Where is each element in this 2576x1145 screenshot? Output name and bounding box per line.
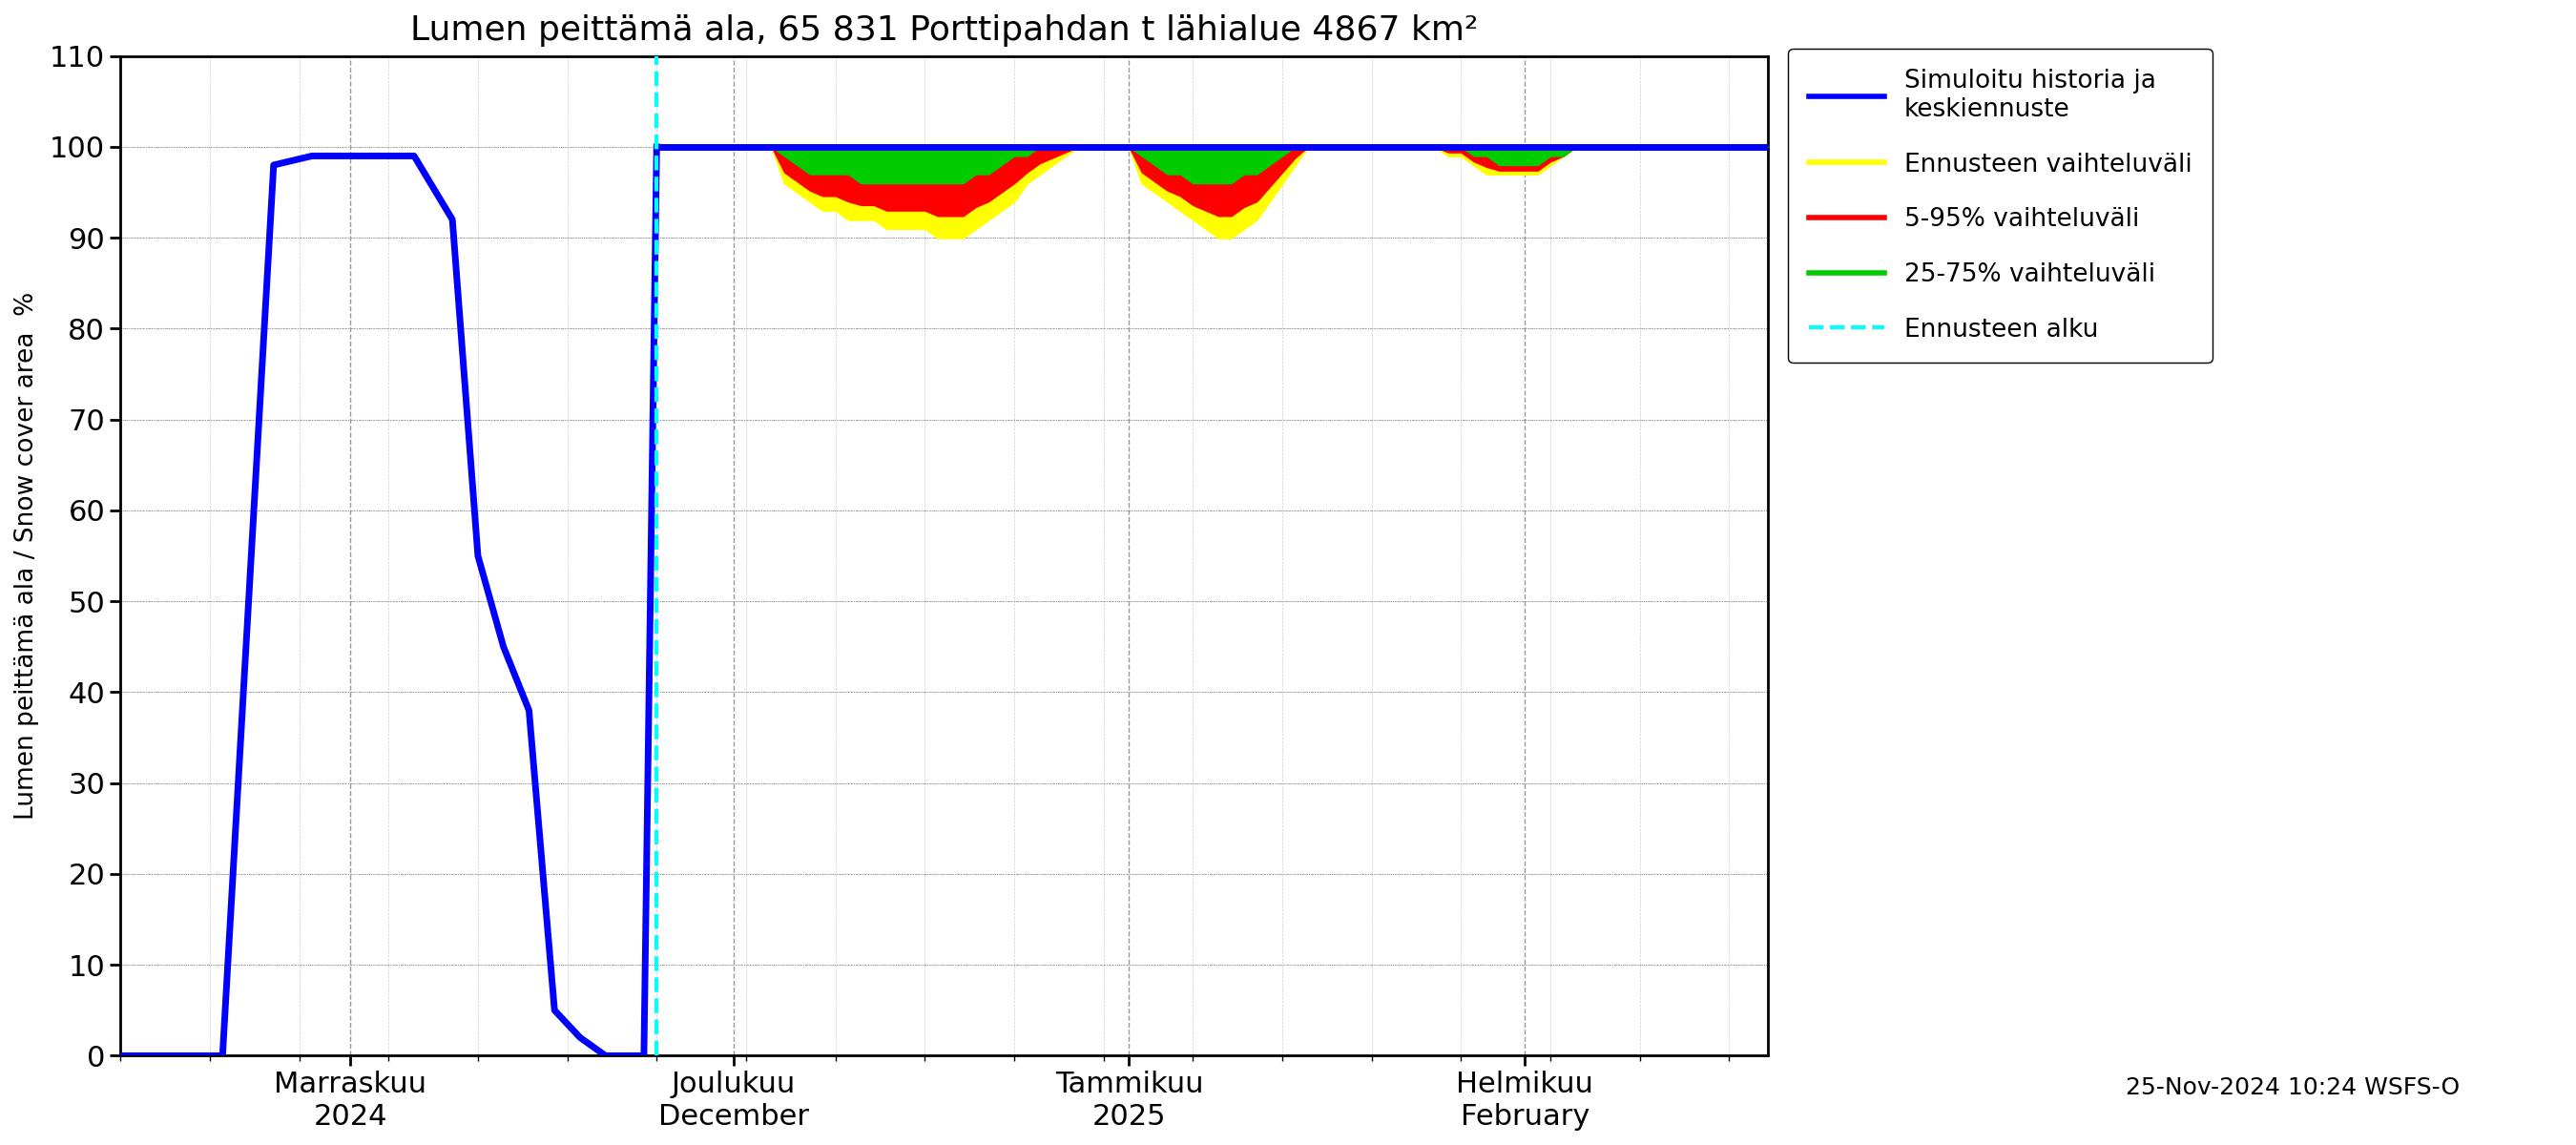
Y-axis label: Lumen peittämä ala / Snow cover area  %: Lumen peittämä ala / Snow cover area % [15, 292, 39, 820]
Text: 25-Nov-2024 10:24 WSFS-O: 25-Nov-2024 10:24 WSFS-O [2125, 1076, 2460, 1099]
Legend: Simuloitu historia ja
keskiennuste, Ennusteen vaihteluväli, 5-95% vaihteluväli, : Simuloitu historia ja keskiennuste, Ennu… [1788, 48, 2213, 362]
Title: Lumen peittämä ala, 65 831 Porttipahdan t lähialue 4867 km²: Lumen peittämä ala, 65 831 Porttipahdan … [410, 14, 1479, 47]
